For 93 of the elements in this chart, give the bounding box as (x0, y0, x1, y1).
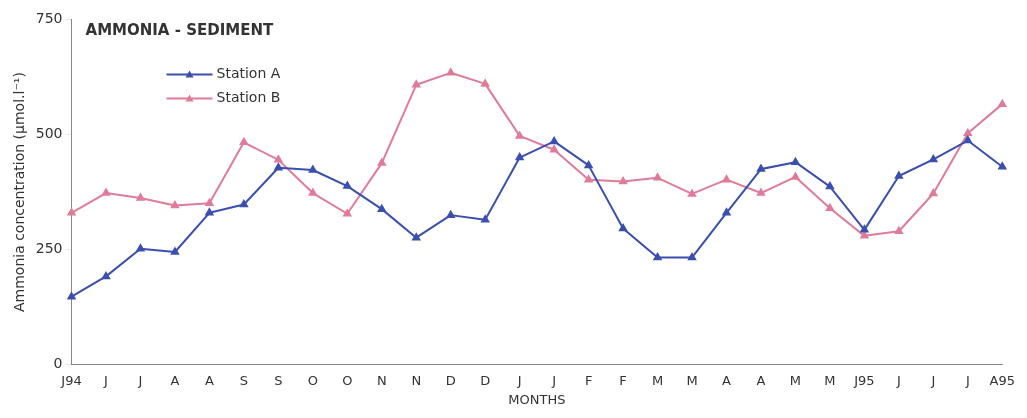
point (274, 163, 283, 171)
x-tick-label: J95 (853, 372, 875, 388)
point (791, 157, 800, 165)
x-tick-label: A95 (989, 372, 1015, 388)
x-tick-label: O (342, 372, 353, 388)
x-tick-label: S (239, 372, 249, 388)
point (929, 188, 938, 197)
x-tick-label: J (964, 372, 970, 388)
point (377, 204, 386, 212)
point (722, 208, 731, 216)
x-tick-label: F (584, 372, 593, 388)
point (239, 200, 248, 208)
y-tick-label: 250 (35, 240, 63, 257)
point (998, 162, 1007, 170)
x-axis-title: MONTHS (508, 391, 566, 407)
x-tick-label: O (307, 372, 318, 388)
x-tick-label: A (756, 372, 766, 388)
point (101, 271, 111, 280)
point (860, 225, 869, 233)
point (550, 136, 559, 145)
y-tick-label: 750 (35, 10, 63, 27)
point (619, 177, 628, 185)
point (963, 128, 972, 136)
point (584, 175, 593, 183)
point (722, 175, 731, 183)
point (584, 160, 593, 169)
point (756, 188, 766, 196)
x-tick-label: M (686, 372, 698, 388)
point (308, 188, 317, 196)
point (308, 165, 317, 173)
point (998, 99, 1007, 107)
x-tick-label: J (103, 372, 108, 388)
x-tick-label: A (204, 372, 214, 388)
point (894, 226, 903, 234)
x-tick-label: N (411, 372, 422, 388)
point (136, 193, 145, 201)
point (205, 198, 214, 206)
point (929, 154, 938, 163)
x-tick-label: M (789, 372, 802, 388)
point (239, 137, 248, 146)
point (963, 136, 972, 144)
point (343, 209, 352, 217)
legend-label: Station A (216, 65, 281, 82)
point (653, 253, 662, 261)
point (67, 292, 76, 300)
point (136, 244, 145, 252)
point (412, 233, 421, 241)
x-tick-label: J (930, 372, 936, 388)
point (343, 181, 352, 189)
y-axis-title: Ammonia concentration (µmol.l⁻¹) (11, 72, 28, 313)
x-tick-label: F (619, 372, 627, 388)
x-tick-label: M (824, 372, 836, 388)
chart-title: AMMONIA - SEDIMENT (85, 21, 274, 40)
point (688, 253, 697, 261)
point (67, 208, 76, 216)
point (446, 68, 455, 76)
point (515, 153, 524, 161)
x-tick-label: D (445, 372, 456, 388)
point (101, 188, 111, 196)
y-tick-label: 0 (53, 355, 63, 372)
point (412, 80, 421, 88)
point (446, 210, 455, 218)
x-tick-label: S (274, 372, 283, 388)
x-tick-label: J (895, 372, 901, 388)
x-tick-label: J (137, 372, 143, 388)
point (825, 203, 834, 211)
point (619, 223, 628, 232)
point (825, 182, 834, 190)
point (377, 158, 386, 166)
point (860, 231, 869, 239)
point (688, 189, 697, 197)
legend-label: Station B (216, 89, 281, 106)
x-tick-label: A (170, 372, 180, 388)
point (274, 155, 283, 163)
x-tick-label: A (722, 372, 732, 388)
x-tick-label: M (651, 372, 664, 388)
x-tick-label: N (376, 372, 387, 388)
point (756, 164, 766, 172)
point (894, 171, 903, 179)
x-tick-label: D (480, 372, 491, 388)
x-tick-label: J (551, 372, 557, 388)
point (170, 247, 179, 255)
x-tick-label: J94 (60, 372, 82, 388)
point (653, 173, 662, 181)
x-tick-label: J (516, 372, 522, 388)
point (481, 79, 490, 87)
point (791, 172, 800, 180)
point (550, 145, 559, 153)
point (515, 131, 524, 139)
point (205, 208, 214, 216)
point (481, 215, 490, 223)
y-tick-label: 500 (35, 125, 63, 142)
point (170, 200, 179, 209)
